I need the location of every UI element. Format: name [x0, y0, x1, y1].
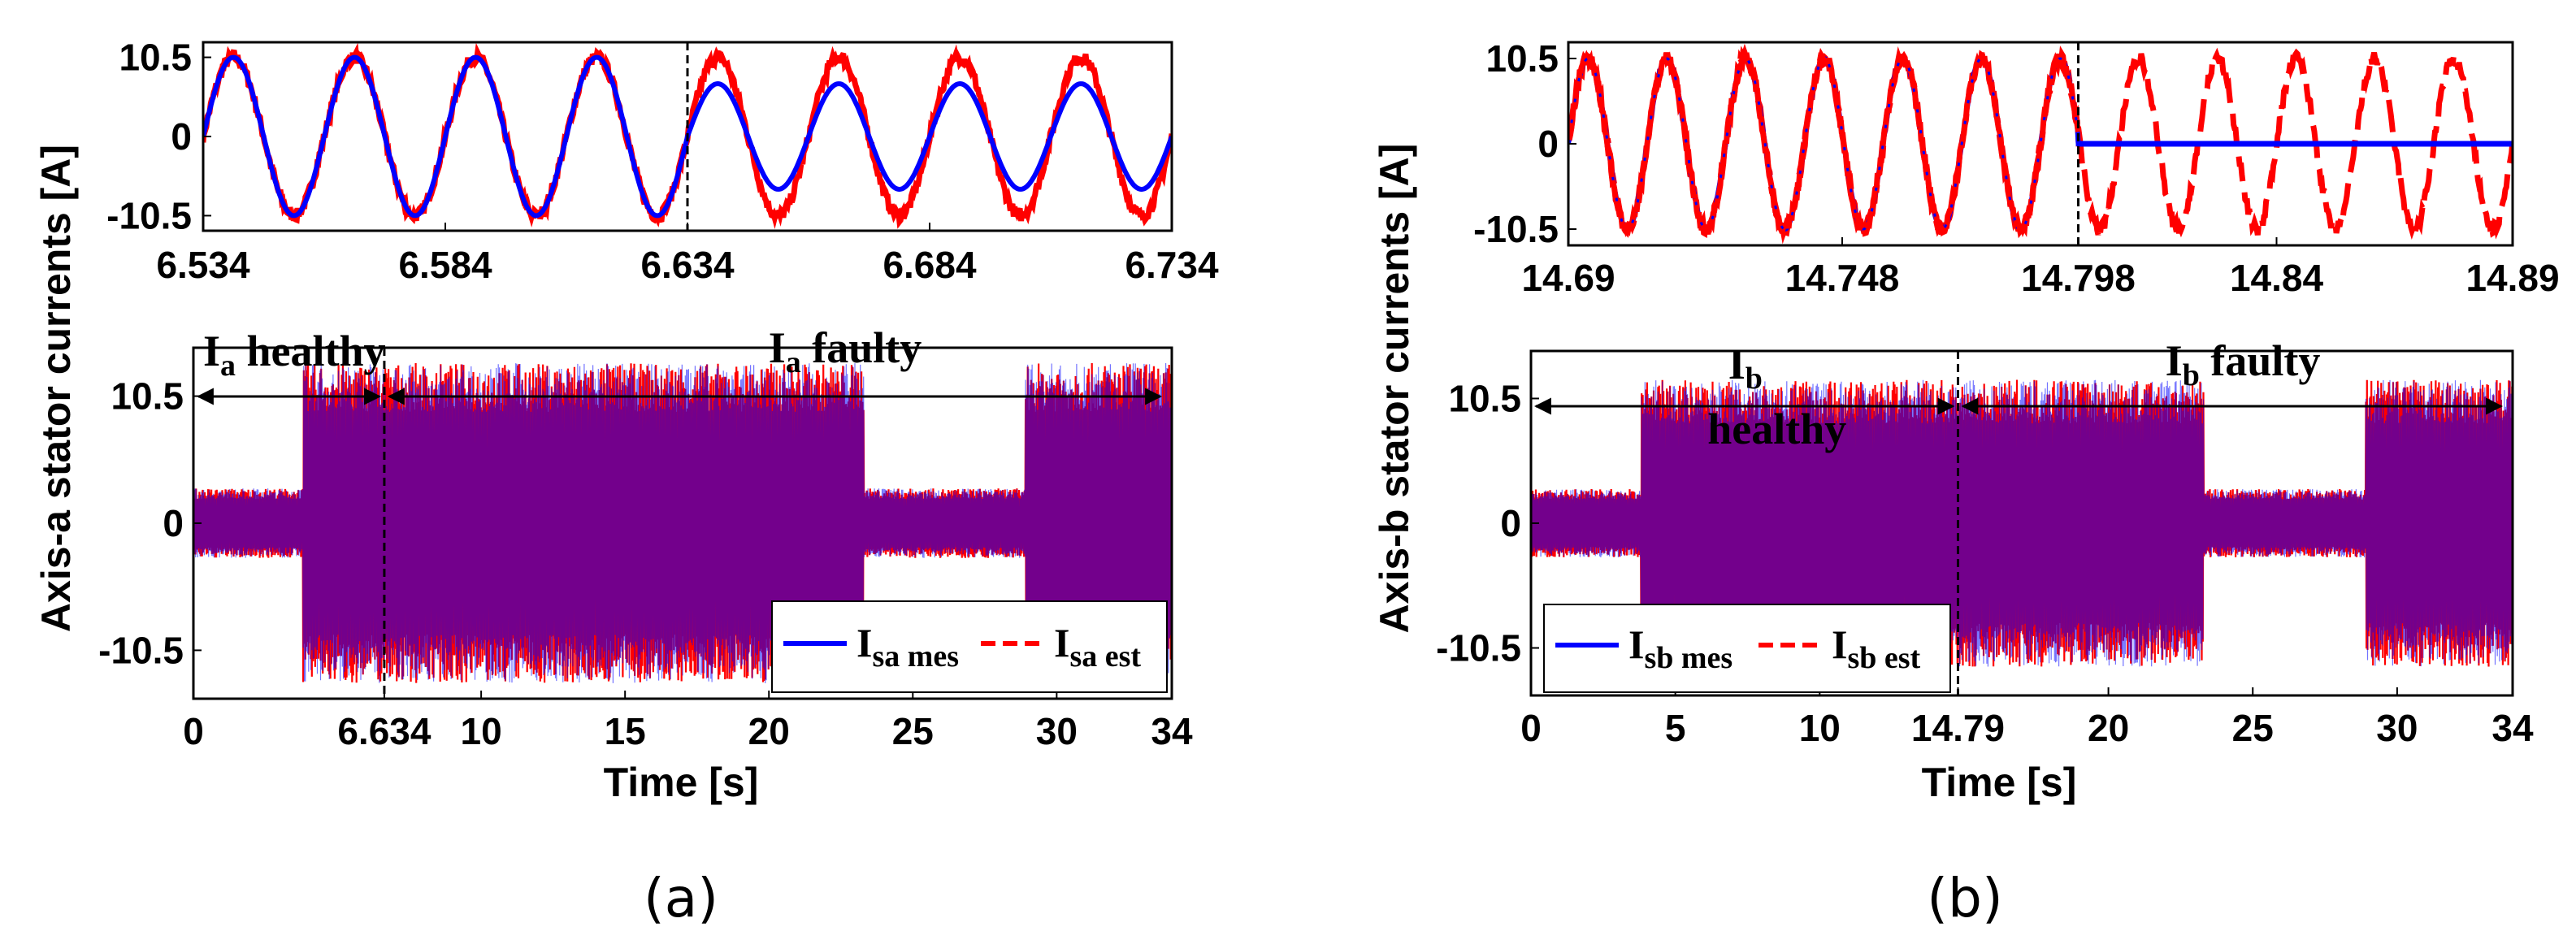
- p1-zoom-ytick: 10.5: [1485, 37, 1559, 80]
- b-caption: (b): [1927, 867, 2002, 929]
- p0-legend-box: [771, 600, 1168, 693]
- p0-zoom-ytick: 10.5: [119, 37, 192, 79]
- p1-healthy-label-symbol: Ib: [1728, 340, 1763, 396]
- p1-zoom-xtick: 14.798: [2021, 257, 2136, 299]
- a-zoom-frame: [202, 41, 1173, 232]
- p1-full-xtick: 34: [2491, 707, 2534, 749]
- b-xlabel: Time [s]: [1922, 760, 2077, 805]
- p0-healthy-label: Ia healthy: [203, 327, 386, 383]
- p1-full-xtick: 25: [2232, 707, 2274, 749]
- p1-zoom-red-prefault: [1568, 43, 2081, 239]
- p0-full-xtick: 10: [461, 710, 502, 752]
- p0-legend-label-0: Isa mes: [856, 620, 959, 674]
- b-ylabel: Axis-b stator currents [A]: [1372, 144, 1417, 634]
- p1-zoom-blue-prefault: [1568, 57, 2079, 231]
- p1-legend-label-0: Isb mes: [1628, 622, 1733, 675]
- p1-healthy-label-word: healthy: [1707, 405, 1846, 453]
- p1-zoom-xtick: 14.84: [2230, 257, 2324, 299]
- p0-full-ytick: 0: [163, 502, 184, 544]
- p0-full-xtick: 34: [1151, 710, 1193, 752]
- a-xlabel: Time [s]: [604, 760, 759, 805]
- p1-full-xtick: 30: [2376, 707, 2418, 749]
- p1-full-ytick: 10.5: [1448, 377, 1521, 419]
- p0-full-xtick: 0: [183, 710, 204, 752]
- p0-zoom-xtick: 6.634: [640, 244, 735, 286]
- p1-zoom-ytick: 0: [1537, 123, 1559, 165]
- a-full-frame: [192, 346, 1173, 700]
- p1-legend-label-1: Isb est: [1832, 622, 1921, 675]
- p1-zoom-xtick: 14.69: [1521, 257, 1615, 299]
- p0-full-xtick: 15: [605, 710, 646, 752]
- p1-faulty-label: Ib faulty: [2166, 336, 2321, 392]
- p0-full-ytick: 10.5: [111, 375, 184, 418]
- p1-zoom-xtick: 14.748: [1785, 257, 1900, 299]
- p1-full-xtick: 0: [1520, 707, 1542, 749]
- p0-zoom-xtick: 6.684: [883, 244, 977, 286]
- a-caption: (a): [644, 867, 718, 929]
- p0-full-xtick: 30: [1036, 710, 1078, 752]
- p1-full-xtick: 20: [2088, 707, 2129, 749]
- b-zoom-frame: [1567, 41, 2514, 247]
- p0-zoom-xtick: 6.534: [156, 244, 250, 286]
- p0-zoom-ytick: -10.5: [106, 194, 192, 236]
- p0-legend-label-1: Isa est: [1054, 620, 1141, 674]
- p0-full-ytick: -10.5: [98, 629, 184, 671]
- p1-zoom-ytick: -10.5: [1473, 208, 1559, 250]
- p0-zoom-xtick: 6.584: [398, 244, 492, 286]
- p1-full-xtick: 5: [1665, 707, 1686, 749]
- p1-full-ytick: -10.5: [1436, 627, 1521, 669]
- p1-legend-box: [1543, 604, 1951, 693]
- p0-zoom-ytick: 0: [171, 115, 192, 158]
- b-full-frame: [1529, 349, 2514, 697]
- p1-full-xtick: 14.79: [1911, 707, 2005, 749]
- p0-full-xtick: 6.634: [337, 710, 432, 752]
- p1-full-xtick: 10: [1799, 707, 1841, 749]
- p0-full-xtick: 20: [748, 710, 790, 752]
- p0-zoom-xtick: 6.734: [1125, 244, 1219, 286]
- p0-faulty-label: Ia faulty: [769, 323, 922, 379]
- p1-zoom-xtick: 14.89: [2465, 257, 2559, 299]
- p0-full-series-mes: [193, 362, 1172, 684]
- a-ylabel: Axis-a stator currents [A]: [33, 145, 79, 632]
- p0-full-xtick: 25: [892, 710, 934, 752]
- p1-full-ytick: 0: [1500, 502, 1521, 544]
